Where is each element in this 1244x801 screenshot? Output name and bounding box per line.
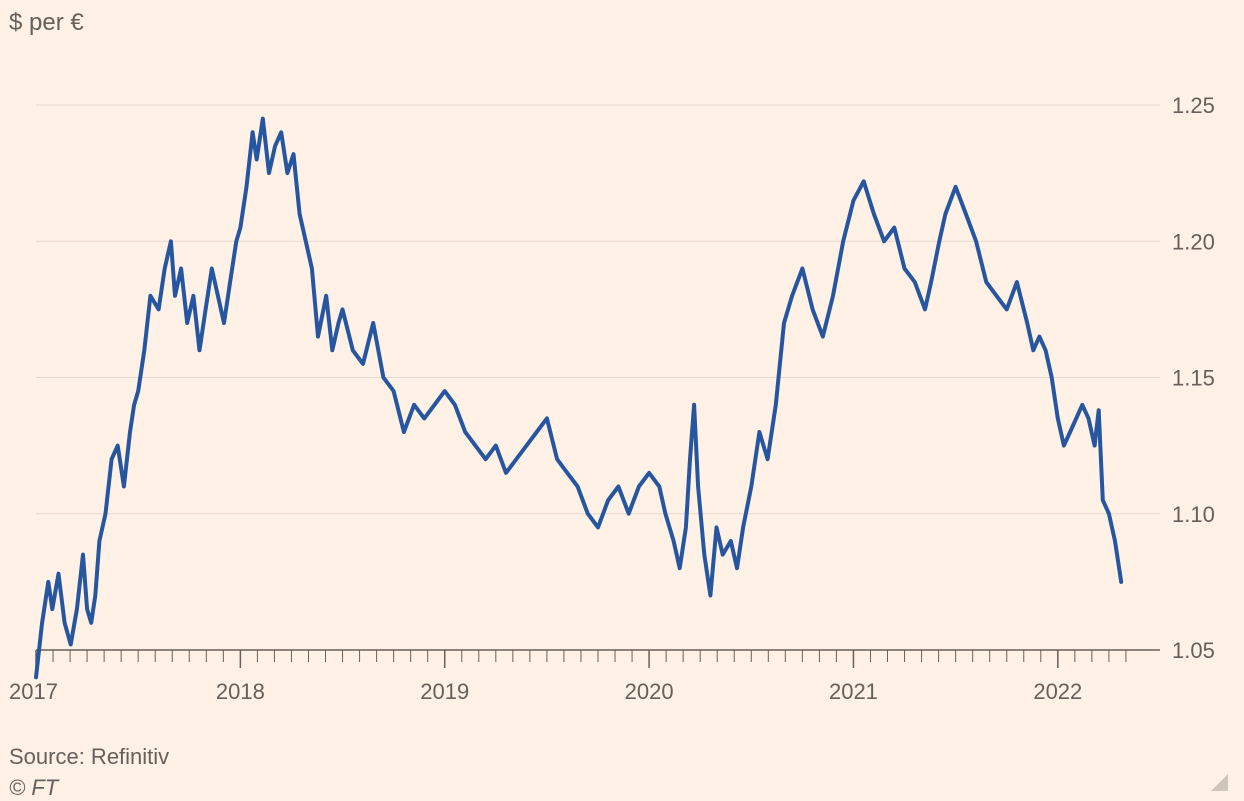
- x-tick-label-2017: 2017: [9, 679, 58, 704]
- series-group: [34, 116, 1124, 680]
- y-tick-label-1.05: 1.05: [1172, 638, 1215, 663]
- y-tick-label-1.25: 1.25: [1172, 93, 1215, 118]
- source-note: Source: Refinitiv: [9, 744, 170, 769]
- copyright-note: © FT: [9, 775, 59, 800]
- resize-handle-icon[interactable]: [1211, 774, 1228, 791]
- y-tick-label-1.20: 1.20: [1172, 229, 1215, 254]
- x-tick-label-2022: 2022: [1033, 679, 1082, 704]
- grid-lines: [36, 104, 1160, 515]
- series-line-0: [34, 116, 1124, 680]
- x-tick-label-2019: 2019: [420, 679, 469, 704]
- y-tick-labels: 1.05 1.10 1.15 1.20 1.25: [1172, 93, 1215, 663]
- y-tick-label-1.10: 1.10: [1172, 502, 1215, 527]
- x-tick-label-2020: 2020: [625, 679, 674, 704]
- x-tick-label-2021: 2021: [829, 679, 878, 704]
- minor-ticks: [35, 650, 1127, 668]
- line-chart: 1.05 1.10 1.15 1.20 1.25 2017 2018 2019 2020 202…: [9, 93, 1215, 704]
- x-tick-labels: 2017 2018 2019 2020 2021 2022: [9, 679, 1082, 704]
- y-tick-label-1.15: 1.15: [1172, 366, 1215, 391]
- unit-label: $ per €: [9, 9, 84, 36]
- x-tick-label-2018: 2018: [216, 679, 265, 704]
